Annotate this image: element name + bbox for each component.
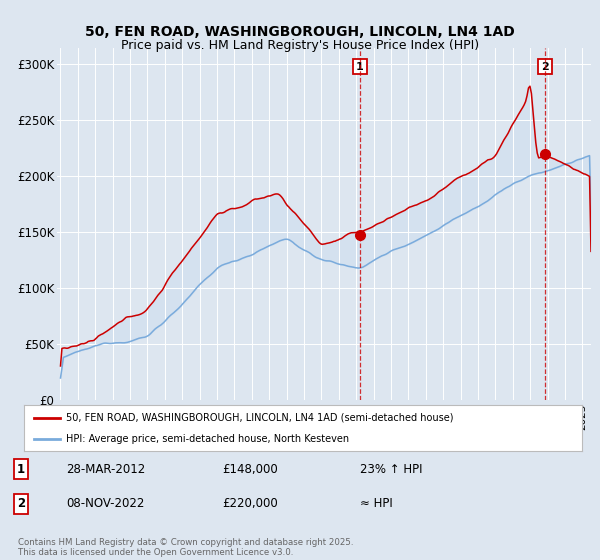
Text: 23% ↑ HPI: 23% ↑ HPI — [360, 463, 422, 475]
Text: ≈ HPI: ≈ HPI — [360, 497, 393, 510]
Text: HPI: Average price, semi-detached house, North Kesteven: HPI: Average price, semi-detached house,… — [66, 435, 349, 444]
Text: 1: 1 — [17, 463, 25, 475]
Text: 2: 2 — [17, 497, 25, 510]
Text: 08-NOV-2022: 08-NOV-2022 — [66, 497, 145, 510]
Text: 28-MAR-2012: 28-MAR-2012 — [66, 463, 145, 475]
Text: 1: 1 — [356, 62, 364, 72]
Text: Price paid vs. HM Land Registry's House Price Index (HPI): Price paid vs. HM Land Registry's House … — [121, 39, 479, 52]
Text: £148,000: £148,000 — [222, 463, 278, 475]
Text: 50, FEN ROAD, WASHINGBOROUGH, LINCOLN, LN4 1AD: 50, FEN ROAD, WASHINGBOROUGH, LINCOLN, L… — [85, 25, 515, 39]
Text: £220,000: £220,000 — [222, 497, 278, 510]
Text: Contains HM Land Registry data © Crown copyright and database right 2025.
This d: Contains HM Land Registry data © Crown c… — [18, 538, 353, 557]
Text: 2: 2 — [541, 62, 549, 72]
Text: 50, FEN ROAD, WASHINGBOROUGH, LINCOLN, LN4 1AD (semi-detached house): 50, FEN ROAD, WASHINGBOROUGH, LINCOLN, L… — [66, 413, 454, 423]
